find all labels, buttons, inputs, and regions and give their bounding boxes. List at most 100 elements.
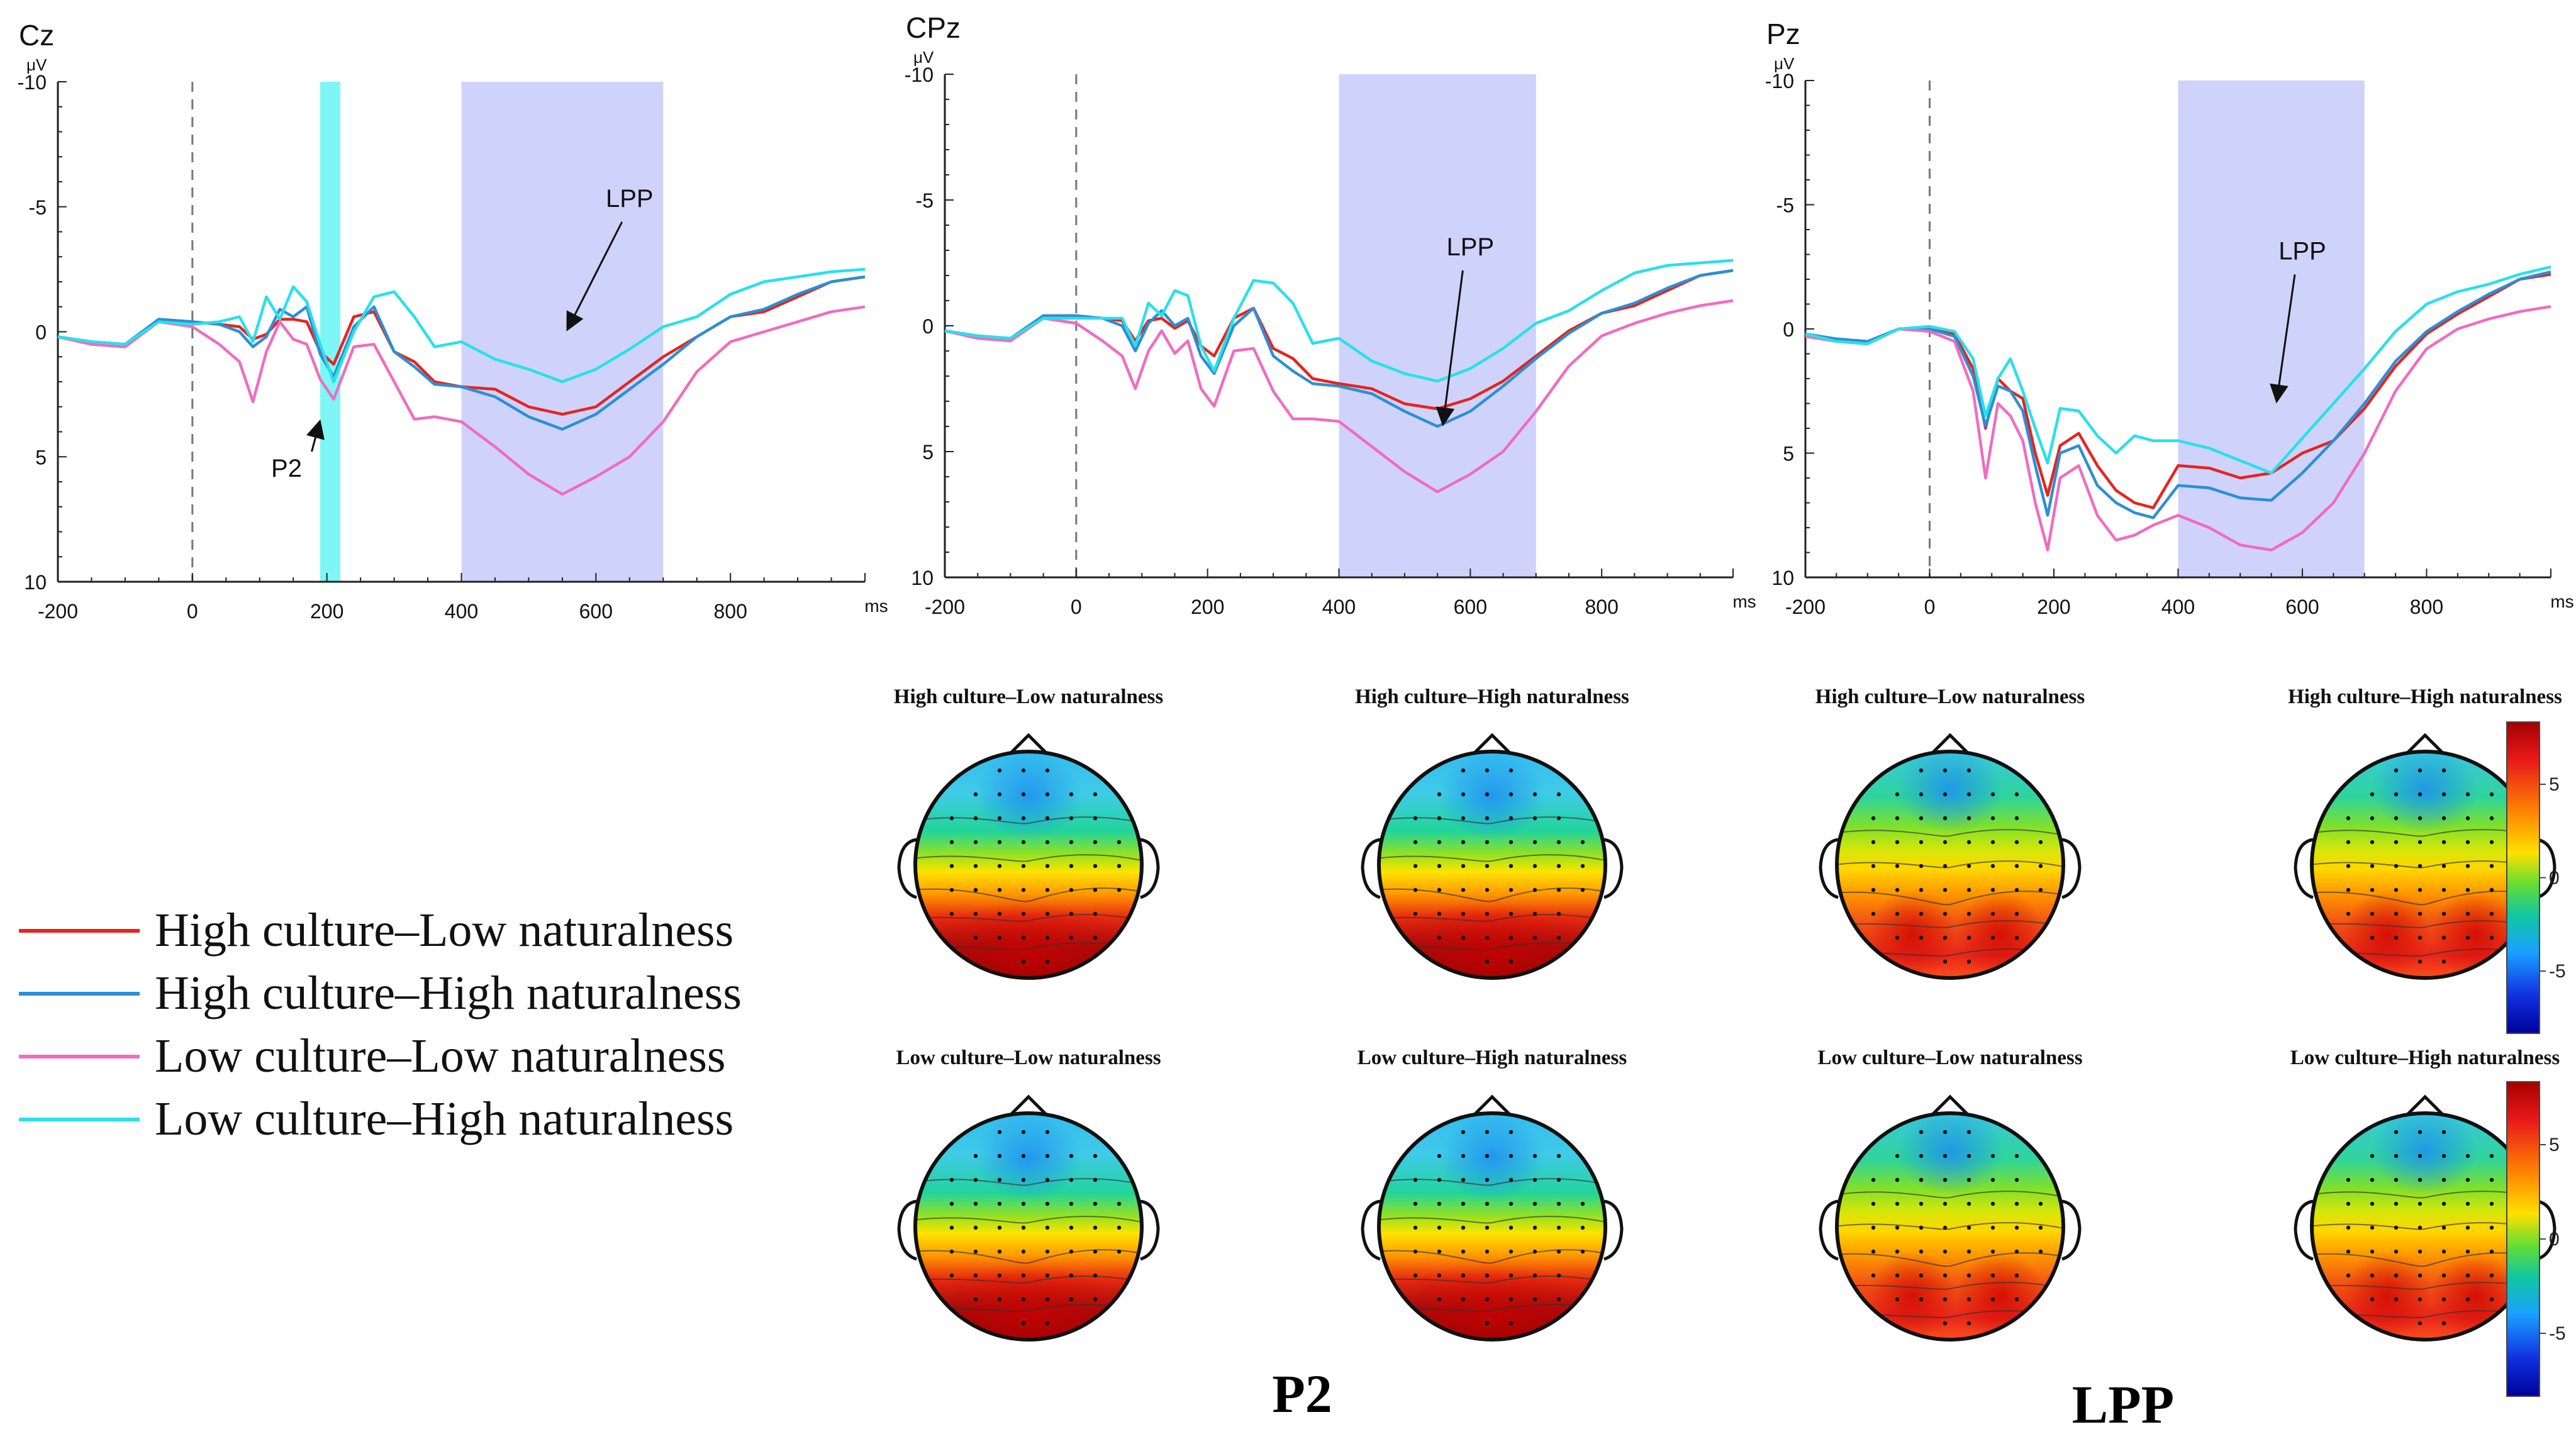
contour-line bbox=[1837, 920, 2063, 928]
electrode bbox=[1556, 1273, 1561, 1278]
right-ear bbox=[2536, 1199, 2556, 1261]
electrode bbox=[1021, 887, 1026, 892]
colorbar-tick-label: 5 bbox=[2549, 774, 2560, 795]
series-line-3 bbox=[1805, 305, 2551, 552]
electrode bbox=[2489, 1297, 2494, 1302]
electrode bbox=[997, 1225, 1002, 1230]
electrode bbox=[1093, 887, 1098, 892]
electrode bbox=[1069, 816, 1074, 821]
head-outline bbox=[1835, 750, 2065, 980]
electrode bbox=[997, 911, 1002, 916]
electrode bbox=[1045, 1177, 1050, 1182]
x-tick-label: -200 bbox=[1785, 596, 1826, 618]
electrode bbox=[2417, 1297, 2423, 1302]
electrode bbox=[1895, 864, 1900, 869]
electrode bbox=[2489, 1273, 2494, 1278]
electrode bbox=[973, 816, 978, 821]
x-tick-label: 800 bbox=[713, 600, 747, 623]
electrode bbox=[1485, 1297, 1490, 1302]
electrode bbox=[2465, 816, 2470, 821]
electrode bbox=[2370, 864, 2375, 869]
electrode bbox=[2465, 1273, 2470, 1278]
electrode bbox=[2465, 840, 2470, 845]
electrode bbox=[1021, 1130, 1026, 1135]
electrode bbox=[949, 911, 954, 916]
electrode bbox=[1461, 792, 1466, 797]
annotation-lpp: LPP bbox=[606, 185, 654, 213]
nose bbox=[2405, 733, 2445, 755]
electrode bbox=[1461, 768, 1466, 773]
scalp-positive-region bbox=[1379, 1264, 1605, 1340]
electrode bbox=[2441, 1225, 2446, 1230]
electrode bbox=[1021, 768, 1026, 773]
electrode bbox=[1895, 1177, 1900, 1182]
scalp-positive-region bbox=[915, 903, 1142, 978]
electrode bbox=[1508, 1321, 1514, 1326]
electrode bbox=[2370, 1201, 2375, 1206]
y-tick-label: -5 bbox=[916, 189, 934, 212]
electrode bbox=[973, 911, 978, 916]
electrode bbox=[1966, 1130, 1971, 1135]
electrode bbox=[2014, 1201, 2019, 1206]
contour-line bbox=[2312, 860, 2538, 869]
electrode bbox=[1532, 1273, 1537, 1278]
electrode bbox=[2465, 864, 2470, 869]
electrode bbox=[973, 1249, 978, 1254]
contour-line bbox=[2312, 920, 2538, 928]
y-tick-label: 5 bbox=[922, 441, 934, 464]
electrode bbox=[2417, 840, 2423, 845]
electrode bbox=[2465, 1249, 2470, 1254]
colorbar-tick-label: 0 bbox=[2549, 1229, 2560, 1250]
contour-line bbox=[1837, 829, 2063, 837]
electrode bbox=[1556, 935, 1561, 940]
left-ear bbox=[1361, 1199, 1381, 1261]
electrode bbox=[1966, 792, 1971, 797]
electrode bbox=[1990, 935, 1995, 940]
electrode bbox=[1461, 1249, 1466, 1254]
x-tick-label: 0 bbox=[187, 600, 198, 623]
electrode bbox=[1461, 816, 1466, 821]
electrode bbox=[973, 1201, 978, 1206]
legend: High culture–Low naturalness High culture… bbox=[19, 904, 742, 1145]
electrode bbox=[1413, 1201, 1418, 1206]
right-ear bbox=[1603, 838, 1624, 899]
electrode bbox=[1990, 1177, 1995, 1182]
electrode bbox=[2489, 935, 2494, 940]
electrode bbox=[1990, 864, 1995, 869]
nose bbox=[1930, 733, 1970, 755]
electrode bbox=[1413, 1273, 1418, 1278]
electrode bbox=[1069, 1153, 1074, 1158]
electrode bbox=[1413, 840, 1418, 845]
electrode bbox=[1508, 864, 1514, 869]
head-outline bbox=[1377, 1111, 1607, 1342]
scalp-map bbox=[1819, 733, 2082, 980]
electrode bbox=[1461, 911, 1466, 916]
electrode bbox=[1069, 1225, 1074, 1230]
electrode bbox=[2441, 959, 2446, 964]
electrode bbox=[1919, 1273, 1924, 1278]
electrode bbox=[1532, 887, 1537, 892]
electrode bbox=[2489, 911, 2494, 916]
electrode bbox=[2417, 1177, 2423, 1182]
electrode bbox=[2014, 1249, 2019, 1254]
electrode bbox=[1461, 1177, 1466, 1182]
electrode bbox=[1508, 840, 1514, 845]
electrode bbox=[2014, 792, 2019, 797]
electrode bbox=[1485, 1321, 1490, 1326]
x-tick-label: -200 bbox=[38, 600, 78, 623]
electrode bbox=[1580, 864, 1585, 869]
electrode bbox=[2417, 816, 2423, 821]
electrode bbox=[1919, 840, 1924, 845]
electrode bbox=[1461, 1273, 1466, 1278]
electrode bbox=[1437, 840, 1442, 845]
contour-line bbox=[1837, 1282, 2063, 1290]
electrode bbox=[1895, 911, 1900, 916]
contour-line bbox=[1379, 854, 1605, 862]
contour-line bbox=[2312, 1282, 2538, 1290]
electrode bbox=[1485, 768, 1490, 773]
x-tick-label: 800 bbox=[1585, 596, 1618, 618]
electrode bbox=[997, 935, 1002, 940]
right-ear bbox=[1140, 838, 1160, 899]
y-tick-label: 10 bbox=[1771, 567, 1794, 589]
electrode bbox=[1117, 887, 1122, 892]
